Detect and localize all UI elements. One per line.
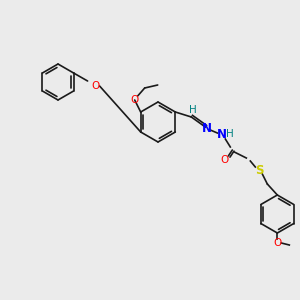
Text: H: H (189, 105, 197, 115)
Text: O: O (220, 155, 228, 165)
Text: O: O (92, 81, 100, 91)
Text: O: O (273, 238, 281, 248)
Text: N: N (217, 128, 227, 142)
Text: S: S (255, 164, 264, 176)
Text: H: H (226, 129, 234, 139)
Text: O: O (130, 95, 139, 105)
Text: N: N (202, 122, 212, 134)
